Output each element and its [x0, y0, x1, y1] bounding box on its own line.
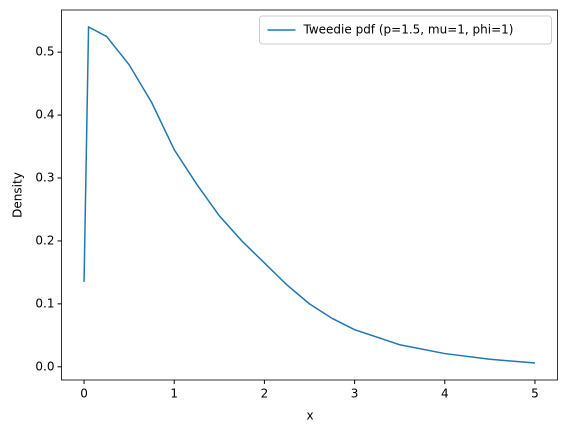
y-tick-label: 0.2 — [35, 233, 54, 247]
x-axis-label: x — [306, 409, 313, 423]
data-line — [83, 25, 536, 364]
legend-box — [259, 15, 552, 45]
x-tick-label: 1 — [170, 387, 178, 401]
y-tick-label: 0.5 — [35, 45, 54, 59]
y-axis-label: Density — [11, 172, 25, 218]
x-tick-label: 4 — [441, 387, 449, 401]
x-tick-label: 3 — [351, 387, 359, 401]
y-tick-label: 0.3 — [35, 171, 54, 185]
plot-frame — [61, 9, 558, 381]
x-tick-label: 5 — [531, 387, 539, 401]
x-tick-label: 2 — [261, 387, 269, 401]
y-tick-label: 0.4 — [35, 108, 54, 122]
y-tick-label: 0.1 — [35, 296, 54, 310]
x-tick-label: 0 — [80, 387, 88, 401]
y-tick-label: 0.0 — [35, 359, 54, 373]
legend-label: Tweedie pdf (p=1.5, mu=1, phi=1) — [303, 23, 514, 37]
